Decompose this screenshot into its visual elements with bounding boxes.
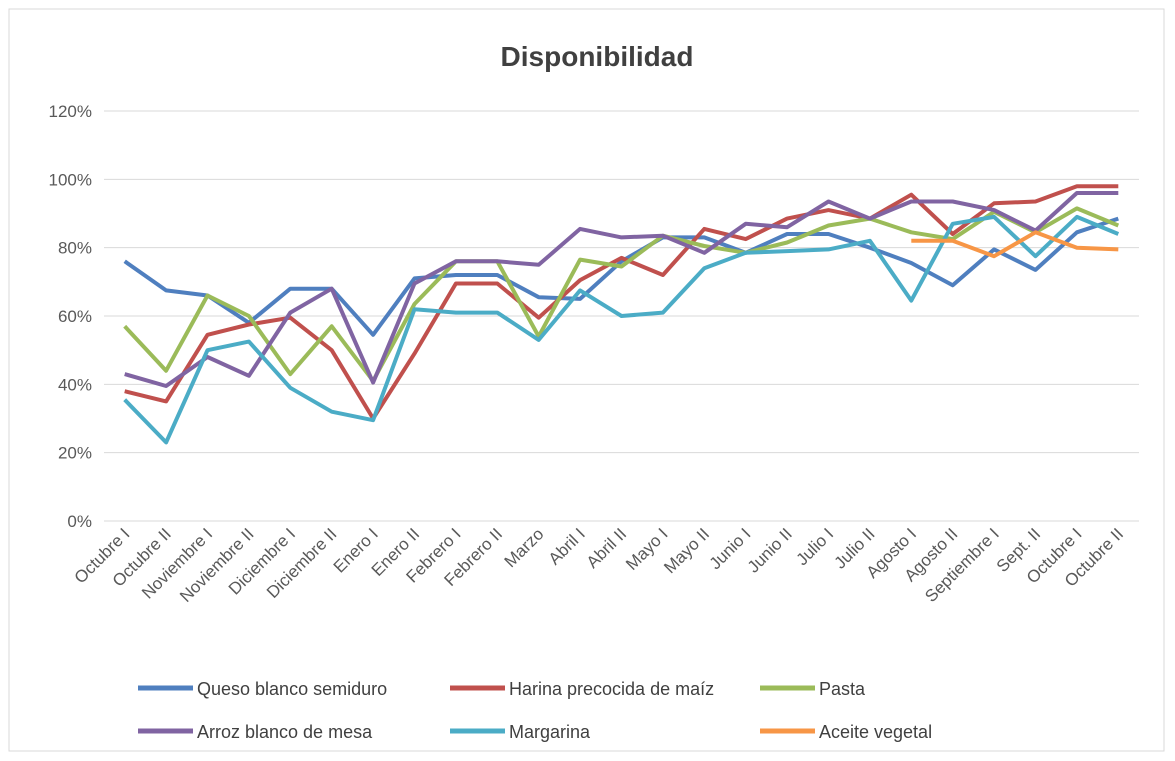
legend-label: Aceite vegetal bbox=[819, 722, 932, 742]
legend-label: Margarina bbox=[509, 722, 591, 742]
series-line bbox=[911, 230, 1119, 259]
chart-border bbox=[8, 8, 1165, 752]
legend-label: Queso blanco semiduro bbox=[197, 679, 387, 699]
legend: Queso blanco semiduro Harina precocida de… bbox=[138, 679, 932, 742]
y-tick-label: 100% bbox=[49, 170, 92, 189]
legend-label: Arroz blanco de mesa bbox=[197, 722, 373, 742]
y-tick-label: 80% bbox=[58, 239, 92, 258]
series-line bbox=[124, 191, 1119, 388]
chart-title: Disponibilidad bbox=[501, 41, 694, 72]
series-line bbox=[123, 214, 1120, 445]
y-tick-label: 120% bbox=[49, 102, 92, 121]
series-line bbox=[124, 184, 1119, 421]
y-tick-label: 20% bbox=[58, 444, 92, 463]
y-tick-label: 60% bbox=[58, 307, 92, 326]
y-tick-label: 0% bbox=[67, 512, 92, 531]
legend-label: Pasta bbox=[819, 679, 866, 699]
y-tick-label: 40% bbox=[58, 375, 92, 394]
legend-label: Harina precocida de maíz bbox=[509, 679, 714, 699]
series-line bbox=[123, 216, 1119, 337]
